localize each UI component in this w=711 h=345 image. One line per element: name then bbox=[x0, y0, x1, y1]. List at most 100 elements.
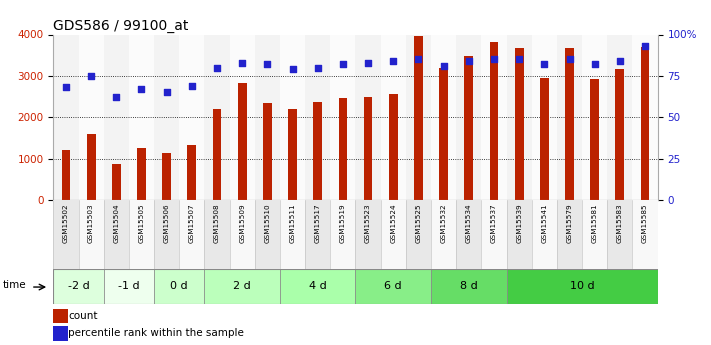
Text: GSM15504: GSM15504 bbox=[113, 204, 119, 243]
Text: GDS586 / 99100_at: GDS586 / 99100_at bbox=[53, 19, 188, 33]
Point bbox=[614, 58, 626, 64]
Point bbox=[312, 65, 324, 70]
Text: GSM15525: GSM15525 bbox=[415, 204, 422, 243]
Bar bbox=[179, 34, 205, 200]
Text: count: count bbox=[68, 311, 98, 321]
Bar bbox=[280, 269, 356, 304]
Text: GSM15506: GSM15506 bbox=[164, 204, 170, 243]
Bar bbox=[213, 109, 221, 200]
Bar bbox=[532, 34, 557, 200]
Text: GSM15541: GSM15541 bbox=[541, 204, 547, 243]
Bar bbox=[431, 200, 456, 269]
Bar bbox=[490, 42, 498, 200]
Bar bbox=[456, 34, 481, 200]
Point bbox=[287, 67, 298, 72]
Bar bbox=[280, 200, 305, 269]
Bar bbox=[129, 34, 154, 200]
Bar bbox=[406, 34, 431, 200]
Bar bbox=[481, 200, 506, 269]
Text: GSM15505: GSM15505 bbox=[139, 204, 144, 243]
Text: 4 d: 4 d bbox=[309, 282, 326, 291]
Bar bbox=[356, 200, 380, 269]
Point bbox=[539, 61, 550, 67]
Text: GSM15510: GSM15510 bbox=[264, 204, 270, 243]
Bar bbox=[540, 78, 549, 200]
Bar bbox=[280, 34, 305, 200]
Bar bbox=[633, 34, 658, 200]
Text: GSM15534: GSM15534 bbox=[466, 204, 472, 243]
Bar bbox=[263, 103, 272, 200]
Point bbox=[488, 57, 500, 62]
Bar bbox=[255, 200, 280, 269]
Bar bbox=[129, 200, 154, 269]
Bar bbox=[590, 79, 599, 200]
Bar bbox=[237, 83, 247, 200]
Text: GSM15523: GSM15523 bbox=[365, 204, 371, 243]
Text: GSM15509: GSM15509 bbox=[239, 204, 245, 243]
Bar bbox=[78, 200, 104, 269]
Point bbox=[161, 90, 172, 95]
Bar bbox=[104, 269, 154, 304]
Text: 6 d: 6 d bbox=[385, 282, 402, 291]
Bar bbox=[230, 200, 255, 269]
Point bbox=[337, 61, 348, 67]
Text: GSM15532: GSM15532 bbox=[441, 204, 447, 243]
Bar bbox=[616, 69, 624, 200]
Bar bbox=[532, 200, 557, 269]
Bar bbox=[565, 48, 574, 200]
Text: 0 d: 0 d bbox=[171, 282, 188, 291]
Text: GSM15583: GSM15583 bbox=[617, 204, 623, 243]
Text: GSM15517: GSM15517 bbox=[315, 204, 321, 243]
Bar bbox=[582, 34, 607, 200]
Bar bbox=[356, 269, 431, 304]
Bar bbox=[53, 34, 78, 200]
Text: GSM15502: GSM15502 bbox=[63, 204, 69, 243]
Bar bbox=[607, 200, 633, 269]
Point bbox=[262, 61, 273, 67]
Bar bbox=[78, 34, 104, 200]
Point bbox=[60, 85, 72, 90]
Bar bbox=[633, 200, 658, 269]
Point bbox=[363, 60, 374, 66]
Bar bbox=[154, 200, 179, 269]
Point bbox=[413, 57, 424, 62]
Bar bbox=[53, 326, 68, 341]
Text: GSM15581: GSM15581 bbox=[592, 204, 598, 243]
Point bbox=[589, 61, 600, 67]
Bar bbox=[87, 134, 95, 200]
Bar bbox=[162, 153, 171, 200]
Text: GSM15507: GSM15507 bbox=[189, 204, 195, 243]
Bar bbox=[205, 34, 230, 200]
Text: 10 d: 10 d bbox=[570, 282, 594, 291]
Bar bbox=[414, 36, 423, 200]
Bar bbox=[557, 34, 582, 200]
Bar bbox=[364, 97, 373, 200]
Bar bbox=[456, 200, 481, 269]
Bar bbox=[380, 34, 406, 200]
Text: -1 d: -1 d bbox=[118, 282, 139, 291]
Bar bbox=[338, 98, 347, 200]
Bar bbox=[255, 34, 280, 200]
Bar bbox=[205, 269, 280, 304]
Text: -2 d: -2 d bbox=[68, 282, 90, 291]
Bar bbox=[104, 200, 129, 269]
Text: time: time bbox=[3, 280, 26, 289]
Bar bbox=[481, 34, 506, 200]
Bar bbox=[356, 34, 380, 200]
Bar bbox=[331, 34, 356, 200]
Point bbox=[211, 65, 223, 70]
Bar bbox=[641, 47, 649, 200]
Point bbox=[85, 73, 97, 79]
Bar bbox=[137, 148, 146, 200]
Bar bbox=[506, 200, 532, 269]
Bar bbox=[515, 48, 523, 200]
Text: GSM15524: GSM15524 bbox=[390, 204, 396, 243]
Point bbox=[463, 58, 474, 64]
Bar bbox=[506, 269, 658, 304]
Bar bbox=[431, 269, 506, 304]
Text: GSM15579: GSM15579 bbox=[567, 204, 572, 243]
Point bbox=[237, 60, 248, 66]
Bar bbox=[464, 56, 474, 200]
Bar bbox=[154, 34, 179, 200]
Bar bbox=[62, 150, 70, 200]
